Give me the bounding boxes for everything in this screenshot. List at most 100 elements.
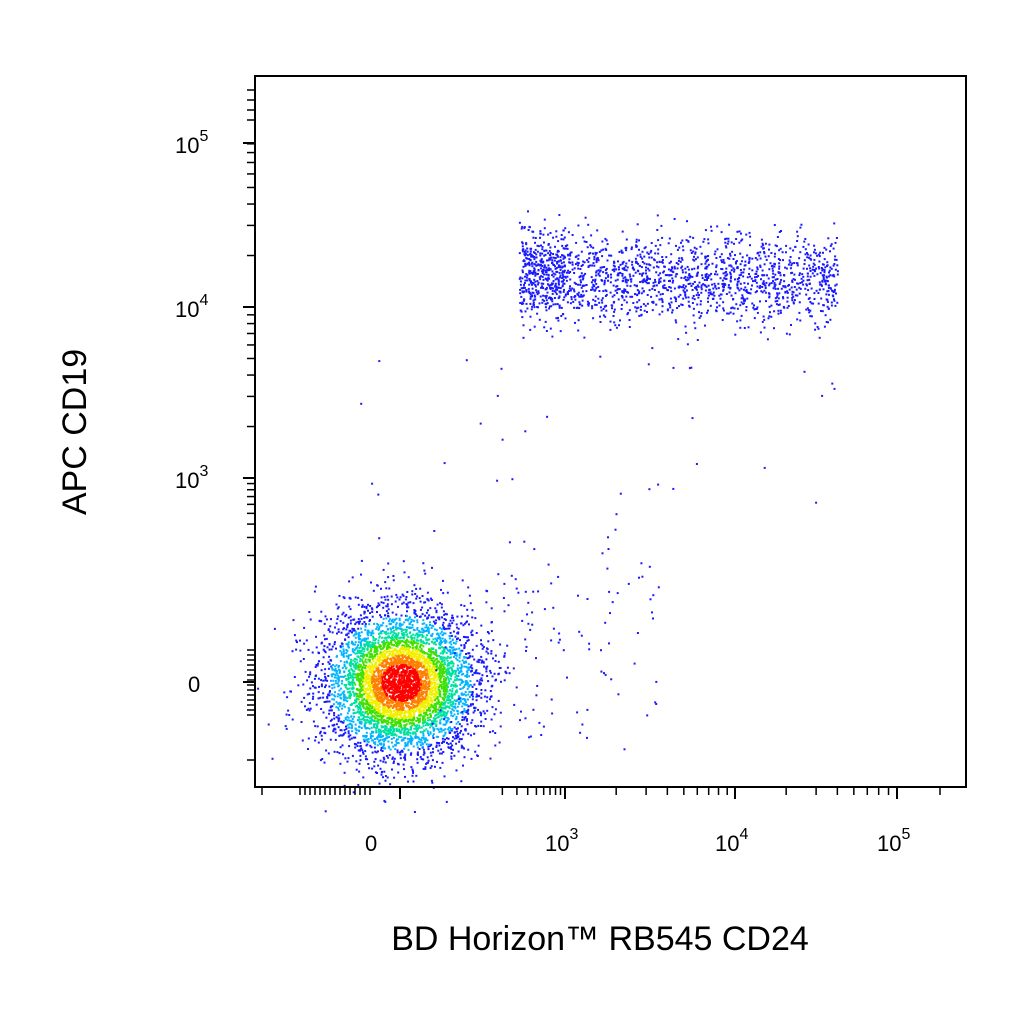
event-dot [392, 725, 395, 727]
event-dot [432, 693, 434, 696]
event-dot [446, 676, 449, 679]
event-dot [434, 637, 437, 640]
event-dot [372, 680, 375, 683]
event-dot [403, 691, 406, 694]
event-dot [387, 647, 390, 650]
event-dot [462, 686, 465, 688]
event-dot [371, 678, 374, 681]
event-dot [381, 738, 384, 741]
event-dot [424, 601, 427, 604]
event-dot [421, 666, 424, 669]
event-dot [476, 754, 479, 757]
event-dot [362, 735, 365, 738]
event-dot [371, 610, 374, 613]
event-dot [389, 637, 392, 640]
event-dot [387, 728, 390, 731]
event-dot [471, 719, 474, 722]
event-dot [462, 710, 465, 713]
event-dot [431, 659, 434, 662]
event-dot [368, 711, 371, 714]
event-dot [317, 697, 320, 700]
event-dot [395, 593, 398, 596]
event-dot [367, 693, 370, 696]
event-dot [345, 613, 348, 616]
event-dot [385, 693, 388, 696]
event-dot [460, 780, 463, 783]
event-dot [384, 687, 387, 690]
event-dot [413, 704, 416, 707]
event-dot [415, 646, 418, 649]
event-dot [363, 612, 366, 615]
event-dot [416, 719, 419, 722]
event-dot [412, 688, 415, 691]
event-dot [425, 711, 428, 714]
event-dot [451, 672, 454, 675]
event-dot [411, 657, 413, 660]
event-dot [411, 626, 414, 629]
event-dot [417, 642, 420, 645]
event-dot [384, 598, 387, 601]
event-dot [402, 693, 405, 696]
event-dot [461, 659, 464, 662]
event-dot [435, 720, 438, 723]
event-dot [444, 618, 447, 621]
event-dot [337, 717, 340, 720]
event-dot [337, 615, 340, 618]
event-dot [477, 744, 480, 747]
event-dot [335, 723, 338, 726]
event-dot [392, 701, 395, 704]
event-dot [381, 701, 384, 703]
event-dot [443, 675, 446, 678]
event-dot [347, 673, 350, 676]
event-dot [382, 617, 385, 620]
event-dot [338, 669, 341, 672]
event-dot [410, 706, 413, 709]
event-dot [348, 605, 351, 608]
event-dot [382, 606, 385, 609]
event-dot [352, 670, 355, 673]
event-dot [414, 646, 417, 649]
event-dot [391, 697, 394, 700]
event-dot [386, 595, 389, 598]
event-dot [380, 735, 383, 738]
event-dot [409, 686, 412, 689]
event-dot [441, 686, 444, 689]
event-dot [399, 722, 402, 725]
event-dot [371, 690, 373, 693]
event-dot [399, 693, 402, 695]
event-dot [386, 646, 389, 649]
event-dot [417, 704, 420, 707]
event-dot [413, 707, 415, 710]
event-dot [400, 671, 403, 673]
event-dot [373, 717, 376, 720]
event-dot [406, 633, 409, 636]
event-dot [478, 672, 481, 675]
event-dot [439, 664, 441, 667]
event-dot [481, 659, 484, 662]
event-dot [430, 662, 433, 665]
event-dot [428, 614, 431, 617]
event-dot [340, 642, 343, 645]
event-dot [362, 664, 365, 666]
event-dot [382, 719, 385, 722]
event-dot [333, 714, 336, 717]
event-dot [361, 605, 364, 608]
event-dot [395, 708, 398, 711]
event-dot [285, 713, 288, 716]
event-dot [503, 654, 506, 657]
event-dot [360, 747, 363, 750]
event-dot [438, 730, 441, 733]
event-dot [432, 706, 435, 709]
event-dot [347, 641, 350, 644]
event-dot [352, 634, 355, 637]
event-dot [497, 573, 500, 576]
event-dot [459, 667, 462, 669]
event-dot [411, 590, 414, 593]
event-dot [418, 714, 421, 717]
event-dot [447, 670, 450, 673]
event-dot [444, 632, 447, 635]
event-dot [402, 669, 405, 672]
event-dot [392, 762, 395, 764]
event-dot [416, 706, 419, 709]
event-dot [459, 700, 462, 703]
